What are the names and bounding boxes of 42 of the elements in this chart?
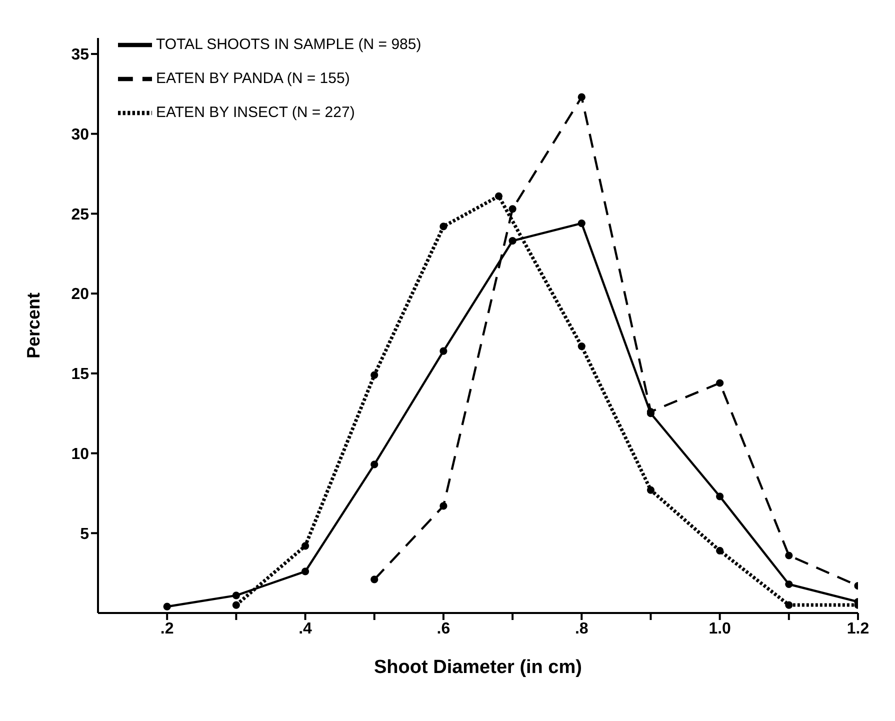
x-tick-label: .8 — [574, 620, 588, 638]
y-tick-label: 20 — [71, 286, 90, 304]
point — [440, 502, 448, 510]
point — [646, 486, 655, 494]
point — [494, 192, 503, 200]
point — [370, 371, 378, 379]
point — [716, 492, 724, 500]
y-tick-label: 5 — [80, 526, 90, 543]
point — [785, 601, 793, 609]
point — [716, 546, 724, 555]
point — [232, 592, 240, 600]
y-tick-label: 10 — [71, 446, 90, 463]
y-axis-title: Percent — [23, 292, 44, 359]
x-tick-label: 1.0 — [708, 620, 732, 638]
legend-label: EATEN BY INSECT (N = 227) — [156, 104, 355, 121]
y-tick-label: 30 — [71, 126, 90, 144]
point — [508, 237, 516, 245]
x-tick-label: .4 — [298, 620, 312, 638]
point — [578, 219, 586, 228]
x-tick-label: .2 — [160, 620, 174, 638]
point — [232, 601, 240, 609]
point — [785, 580, 793, 588]
x-tick-label: .6 — [436, 620, 450, 638]
point — [440, 347, 448, 355]
y-tick-label: 35 — [71, 46, 90, 64]
point — [163, 602, 171, 610]
x-tick-label: 1.2 — [846, 620, 870, 638]
point — [370, 460, 378, 468]
point — [301, 542, 310, 550]
x-axis-title: Shoot Diameter (in cm) — [374, 657, 582, 678]
legend-label: TOTAL SHOOTS IN SAMPLE (N = 985) — [156, 36, 422, 53]
point — [785, 552, 793, 560]
y-tick-label: 25 — [71, 206, 90, 224]
point — [301, 568, 310, 576]
point — [578, 342, 586, 350]
point — [716, 379, 724, 387]
point — [508, 205, 516, 213]
y-tick-label: 15 — [71, 366, 90, 384]
legend-label: EATEN BY PANDA (N = 155) — [156, 70, 350, 87]
point — [578, 93, 586, 101]
point — [370, 576, 378, 584]
point — [440, 222, 448, 230]
